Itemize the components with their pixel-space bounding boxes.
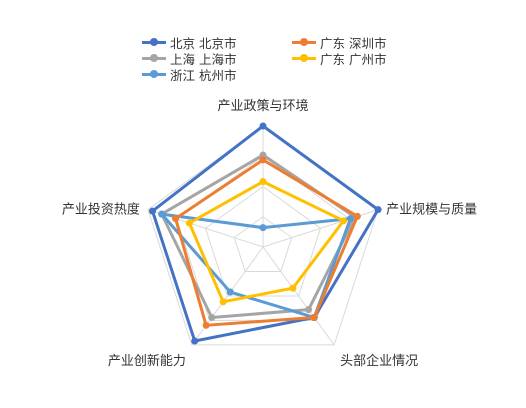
data-point [226, 288, 234, 296]
data-point [305, 306, 313, 314]
data-point [289, 284, 297, 292]
data-point [158, 210, 166, 218]
data-point [259, 122, 267, 130]
data-point [191, 337, 199, 345]
data-point [340, 217, 348, 225]
legend-label: 浙江 杭州市 [170, 67, 237, 83]
legend-swatch [142, 50, 166, 66]
legend-item: 北京 北京市 [142, 34, 237, 51]
data-point [259, 178, 267, 186]
legend-item: 浙江 杭州市 [142, 66, 237, 83]
data-point [259, 156, 267, 164]
axis-label: 产业创新能力 [108, 353, 186, 369]
data-point [259, 224, 267, 232]
data-point [185, 219, 193, 227]
legend-label: 上海 上海市 [170, 51, 237, 67]
grid-spoke [262, 246, 335, 346]
legend: 北京 北京市 上海 上海市 浙江 杭州市 广东 深圳市 广东 广州市 [142, 34, 442, 86]
data-point [219, 298, 227, 306]
data-point [202, 321, 210, 329]
legend-item: 广东 广州市 [292, 50, 387, 67]
axis-label: 头部企业情况 [340, 353, 418, 369]
data-point [353, 212, 361, 220]
legend-swatch [142, 66, 166, 82]
data-point [149, 207, 157, 215]
series-line [187, 180, 346, 304]
series-line [174, 158, 359, 327]
data-point [346, 215, 354, 223]
legend-item: 广东 深圳市 [292, 34, 387, 51]
data-point [172, 215, 180, 223]
grid-ring [233, 216, 293, 272]
data-point [374, 206, 382, 214]
data-point [259, 151, 267, 159]
legend-swatch [142, 34, 166, 50]
legend-label: 广东 广州市 [320, 51, 387, 67]
axis-label: 产业政策与环境 [217, 98, 308, 114]
legend-item: 上海 上海市 [142, 50, 237, 67]
grid-spoke [191, 246, 264, 346]
legend-label: 北京 北京市 [170, 35, 237, 51]
data-point [310, 313, 318, 321]
legend-swatch [292, 34, 316, 50]
data-point [208, 313, 216, 321]
axis-label: 产业投资热度 [62, 202, 140, 218]
legend-label: 广东 深圳市 [320, 35, 387, 51]
legend-swatch [292, 50, 316, 66]
series-line [151, 124, 380, 343]
axis-label: 产业规模与质量 [386, 203, 477, 218]
